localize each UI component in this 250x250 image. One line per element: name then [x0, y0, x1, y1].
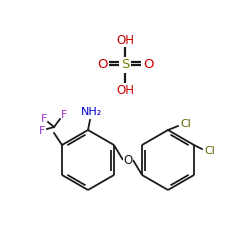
Text: O: O [143, 58, 153, 71]
Text: F: F [41, 114, 47, 124]
Text: Cl: Cl [204, 146, 216, 156]
Text: F: F [39, 126, 45, 136]
Text: O: O [97, 58, 107, 71]
Text: S: S [121, 58, 129, 71]
Text: F: F [61, 110, 67, 120]
Text: OH: OH [116, 34, 134, 46]
Text: O: O [124, 154, 132, 166]
Text: NH₂: NH₂ [82, 107, 103, 117]
Text: Cl: Cl [180, 119, 192, 129]
Text: OH: OH [116, 84, 134, 96]
